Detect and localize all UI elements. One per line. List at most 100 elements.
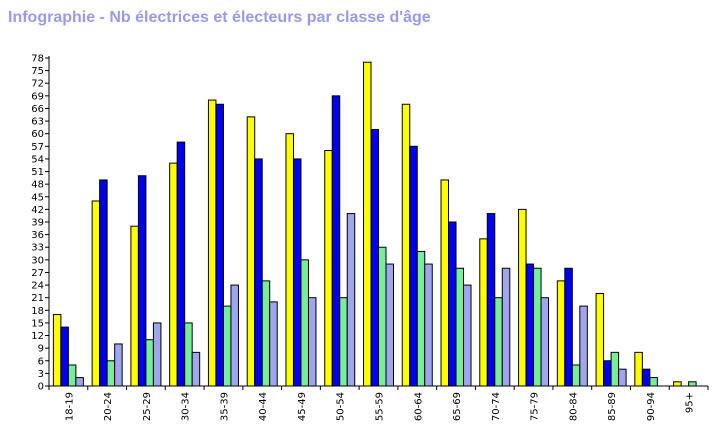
bar-30-34-s3: [184, 322, 193, 387]
bar-85-89-s1: [595, 292, 605, 387]
x-tick-label-18-19: 18-19: [64, 392, 75, 421]
x-tick-label-35-39: 35-39: [219, 392, 230, 421]
bar-75-79-s1: [518, 208, 527, 387]
bar-50-54-s3: [339, 297, 348, 387]
x-tick-label-45-49: 45-49: [297, 392, 308, 421]
y-tick-label: 78: [31, 54, 44, 65]
bar-30-34-s2: [176, 141, 186, 387]
bar-60-64-s3: [416, 250, 426, 387]
y-tick-label: 18: [31, 306, 44, 317]
bar-65-69-s1: [440, 179, 450, 387]
bars-group: [52, 61, 697, 387]
bar-25-29-s1: [130, 225, 139, 387]
bar-90-94-s2: [641, 368, 651, 387]
y-tick-label: 3: [38, 369, 44, 380]
bar-18-19-s1: [52, 314, 62, 387]
bar-60-64-s1: [401, 103, 411, 387]
y-tick-label: 12: [31, 331, 44, 342]
bar-35-39-s2: [215, 103, 224, 387]
bar-55-59-s3: [378, 246, 387, 387]
bar-60-64-s2: [409, 145, 418, 387]
bar-45-49-s2: [292, 158, 302, 387]
y-tick-label: 0: [38, 382, 44, 393]
y-tick-label: 75: [31, 66, 44, 77]
y-tick-label: 30: [31, 255, 44, 266]
bar-40-44-s2: [254, 158, 263, 387]
y-tick-label: 69: [31, 91, 44, 102]
y-tick-label: 57: [31, 142, 44, 153]
y-tick-label: 27: [31, 268, 44, 279]
x-tick-label-50-54: 50-54: [336, 392, 347, 421]
y-tick-label: 42: [31, 205, 44, 216]
x-tick-label-90-94: 90-94: [646, 392, 657, 421]
bar-18-19-s4: [75, 377, 84, 387]
bar-75-79-s4: [540, 297, 550, 387]
bar-20-24-s4: [114, 343, 123, 387]
bar-20-24-s2: [99, 179, 108, 387]
bar-18-19-s2: [60, 326, 69, 387]
bar-35-39-s1: [207, 99, 217, 387]
y-tick-label: 51: [31, 167, 44, 178]
bar-25-29-s4: [152, 322, 162, 387]
x-tick-label-75-79: 75-79: [530, 392, 541, 421]
bar-80-84-s4: [579, 305, 588, 387]
y-tick-label: 15: [31, 318, 44, 329]
y-tick-label: 9: [38, 344, 44, 355]
bar-90-94-s1: [634, 351, 643, 387]
axes-group: 0369121518212427303336394245485154576063…: [31, 54, 709, 421]
bar-65-69-s4: [463, 284, 472, 387]
chart-title: Infographie - Nb électrices et électeurs…: [8, 9, 431, 26]
bar-80-84-s2: [564, 267, 573, 387]
x-tick-label-65-69: 65-69: [452, 392, 463, 421]
x-tick-label-85-89: 85-89: [607, 392, 618, 421]
bar-75-79-s3: [533, 267, 542, 387]
bar-18-19-s3: [67, 364, 77, 387]
bar-80-84-s1: [556, 280, 566, 387]
bar-35-39-s4: [230, 284, 239, 387]
bar-70-74-s4: [501, 267, 511, 387]
bar-55-59-s4: [385, 263, 394, 387]
x-tick-label-40-44: 40-44: [258, 392, 269, 421]
bar-55-59-s1: [363, 61, 372, 387]
bar-30-34-s1: [169, 162, 178, 387]
bar-95+-s3: [688, 381, 697, 387]
y-tick-label: 45: [31, 192, 44, 203]
y-tick-label: 39: [31, 218, 44, 229]
bar-80-84-s3: [571, 364, 581, 387]
y-tick-label: 21: [31, 293, 44, 304]
bar-45-49-s3: [300, 259, 309, 387]
y-tick-label: 63: [31, 117, 44, 128]
bar-50-54-s4: [346, 213, 356, 387]
bar-25-29-s2: [137, 175, 147, 387]
bar-40-44-s1: [246, 116, 256, 387]
bar-70-74-s1: [479, 238, 488, 387]
bar-45-49-s1: [285, 133, 294, 387]
y-tick-label: 72: [31, 79, 44, 90]
bar-75-79-s2: [525, 263, 535, 387]
y-tick-label: 24: [31, 281, 44, 292]
bar-85-89-s3: [610, 351, 620, 387]
bar-45-49-s4: [307, 297, 317, 387]
x-tick-label-95+: 95+: [685, 392, 696, 413]
bar-25-29-s3: [145, 339, 154, 387]
x-tick-label-55-59: 55-59: [375, 392, 386, 421]
bar-35-39-s3: [222, 305, 232, 387]
y-tick-label: 48: [31, 180, 44, 191]
y-tick-label: 33: [31, 243, 44, 254]
y-tick-label: 66: [31, 104, 44, 115]
bar-65-69-s3: [455, 267, 465, 387]
y-tick-label: 60: [31, 129, 44, 140]
bar-20-24-s1: [91, 200, 101, 387]
bar-95+-s1: [673, 381, 682, 387]
bar-60-64-s4: [424, 263, 433, 387]
bar-40-44-s3: [261, 280, 271, 387]
x-tick-label-25-29: 25-29: [142, 392, 153, 421]
x-tick-label-30-34: 30-34: [181, 392, 192, 421]
bar-90-94-s3: [649, 377, 658, 387]
y-tick-label: 6: [38, 356, 44, 367]
x-tick-label-60-64: 60-64: [413, 392, 424, 421]
bar-55-59-s2: [370, 128, 379, 387]
bar-20-24-s3: [106, 360, 116, 387]
x-tick-label-80-84: 80-84: [568, 392, 579, 421]
